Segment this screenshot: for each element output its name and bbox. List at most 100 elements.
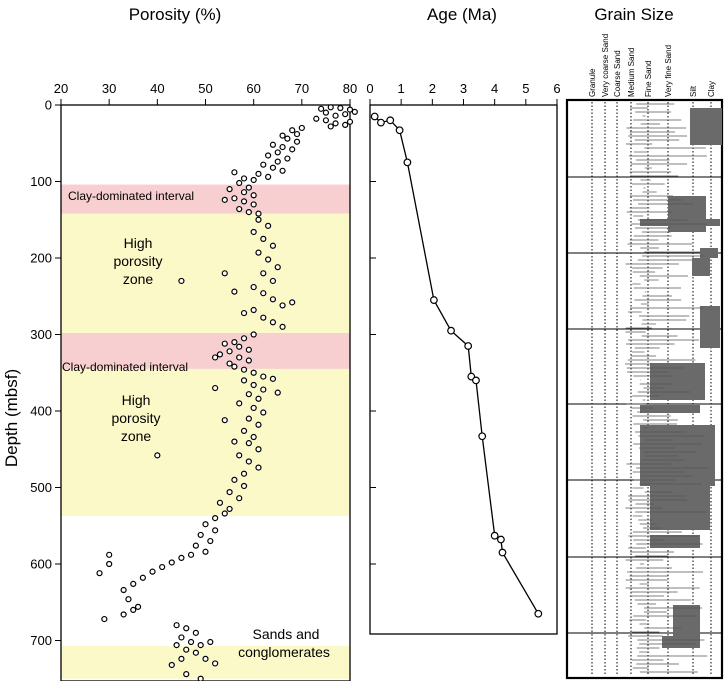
porosity-point xyxy=(255,446,262,453)
grain-fill-block xyxy=(668,196,706,232)
porosity-point xyxy=(250,331,257,338)
porosity-point xyxy=(212,660,219,667)
age-point xyxy=(447,326,455,335)
porosity-point xyxy=(154,452,161,459)
grain-column-header: Medium Sand xyxy=(627,48,636,97)
porosity-tick-label: 20 xyxy=(54,81,68,96)
porosity-point xyxy=(178,655,185,662)
porosity-tick-label: 30 xyxy=(102,81,116,96)
porosity-point xyxy=(245,209,252,216)
grain-fill-block xyxy=(650,535,700,548)
porosity-point xyxy=(221,417,228,424)
porosity-point xyxy=(269,277,277,285)
porosity-point xyxy=(342,111,349,118)
age-series-line xyxy=(374,116,539,615)
porosity-point xyxy=(284,155,291,162)
depth-axis-ticks: 0 100 200 300 400 500 600 700 xyxy=(30,98,61,648)
age-point xyxy=(478,432,487,441)
porosity-point xyxy=(173,622,180,629)
age-plot-frame xyxy=(369,104,558,635)
porosity-point xyxy=(313,115,320,122)
porosity-point xyxy=(265,173,272,181)
porosity-point xyxy=(260,161,267,168)
high-porosity-label-upper-2: porosity xyxy=(113,253,162,269)
porosity-point xyxy=(255,395,262,402)
age-tick-label: 1 xyxy=(398,81,405,96)
porosity-point xyxy=(226,186,233,193)
age-point xyxy=(534,609,543,618)
porosity-point xyxy=(231,195,238,202)
age-axis-ticks: 0 1 2 3 4 5 6 xyxy=(366,81,561,565)
porosity-point xyxy=(327,104,334,111)
age-depth-line xyxy=(370,112,543,618)
grain-size-log xyxy=(567,102,722,676)
porosity-point xyxy=(192,649,199,656)
age-tick-label: 2 xyxy=(429,81,436,96)
porosity-point xyxy=(168,559,175,566)
porosity-point xyxy=(260,290,267,297)
porosity-point xyxy=(96,570,103,577)
porosity-point xyxy=(226,348,233,355)
age-tick-label: 5 xyxy=(522,81,529,96)
porosity-point xyxy=(197,531,204,539)
porosity-point xyxy=(250,433,257,441)
porosity-point xyxy=(250,369,257,376)
porosity-point xyxy=(250,192,257,199)
porosity-point xyxy=(236,400,243,407)
porosity-point xyxy=(260,373,267,380)
porosity-point xyxy=(236,354,243,361)
porosity-point xyxy=(207,638,214,646)
grain-fill-block xyxy=(690,108,722,145)
zone-band-4 xyxy=(61,645,350,679)
porosity-point xyxy=(293,130,301,138)
grain-column-header: Clay xyxy=(707,81,716,97)
age-point xyxy=(395,126,404,135)
porosity-axis-ticks: 20 30 40 50 60 70 80 xyxy=(54,81,357,105)
porosity-point xyxy=(101,615,108,623)
porosity-point xyxy=(212,354,219,361)
porosity-point xyxy=(226,360,233,367)
porosity-point xyxy=(245,346,252,353)
porosity-point xyxy=(192,542,199,549)
porosity-point xyxy=(255,170,262,177)
porosity-point xyxy=(178,277,185,285)
porosity-point xyxy=(284,135,291,142)
porosity-point xyxy=(279,132,286,139)
porosity-point xyxy=(265,256,272,263)
age-panel-title: Age (Ma) xyxy=(427,5,497,24)
age-tick-label: 6 xyxy=(553,81,560,96)
age-point xyxy=(386,116,395,125)
porosity-point xyxy=(279,143,286,151)
depth-tick-label: 300 xyxy=(30,327,52,342)
high-porosity-label-upper-1: High xyxy=(124,235,153,251)
porosity-point xyxy=(231,438,238,445)
age-tick-label: 3 xyxy=(460,81,467,96)
porosity-point xyxy=(332,112,339,119)
porosity-panel-title: Porosity (%) xyxy=(129,5,222,24)
porosity-point xyxy=(236,452,243,459)
depth-tick-label: 200 xyxy=(30,251,52,266)
porosity-point xyxy=(183,671,190,678)
porosity-point xyxy=(197,641,204,649)
porosity-point xyxy=(106,551,113,558)
porosity-point xyxy=(289,146,296,153)
porosity-point xyxy=(236,205,243,213)
porosity-point xyxy=(236,495,243,502)
porosity-point xyxy=(231,288,238,295)
porosity-point xyxy=(197,675,204,681)
porosity-tick-label: 50 xyxy=(198,81,212,96)
porosity-point xyxy=(260,386,267,393)
porosity-point xyxy=(318,105,325,112)
porosity-point xyxy=(250,283,257,291)
porosity-point xyxy=(250,404,257,412)
porosity-point xyxy=(250,228,257,236)
age-point xyxy=(472,376,480,385)
porosity-point xyxy=(221,270,228,277)
depth-axis-label: Depth (mbsf) xyxy=(2,369,21,467)
porosity-point xyxy=(269,375,277,382)
porosity-point xyxy=(269,164,277,171)
age-point xyxy=(377,118,385,127)
zone-band-2 xyxy=(61,332,350,369)
porosity-point xyxy=(269,319,277,326)
porosity-point xyxy=(269,296,277,303)
